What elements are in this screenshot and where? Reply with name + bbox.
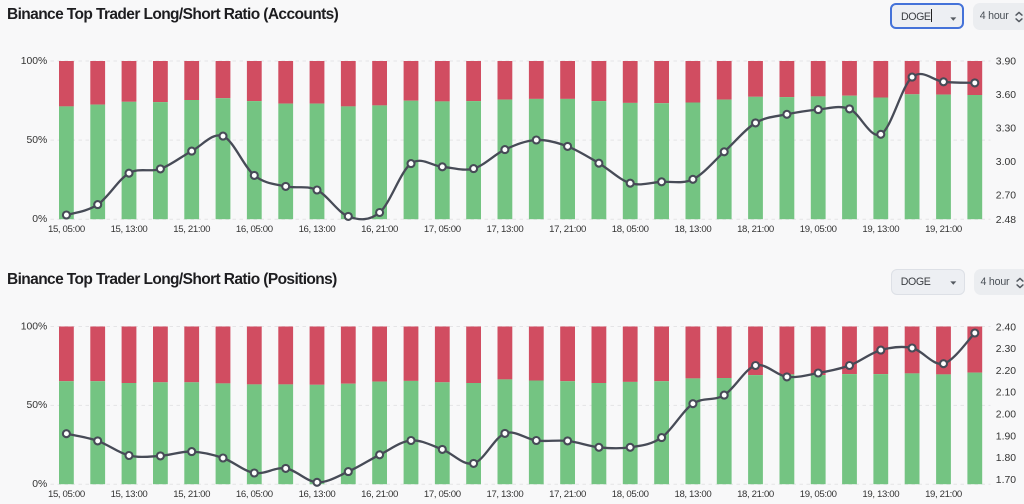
svg-text:17, 21:00: 17, 21:00 bbox=[549, 224, 586, 235]
svg-text:16, 21:00: 16, 21:00 bbox=[361, 224, 398, 235]
svg-text:100%: 100% bbox=[21, 56, 48, 67]
svg-text:50%: 50% bbox=[27, 135, 48, 146]
svg-text:2.70: 2.70 bbox=[996, 190, 1016, 201]
svg-text:19, 13:00: 19, 13:00 bbox=[862, 489, 899, 500]
svg-text:17, 05:00: 17, 05:00 bbox=[424, 489, 461, 500]
svg-text:3.90: 3.90 bbox=[996, 57, 1016, 68]
svg-text:16, 05:00: 16, 05:00 bbox=[236, 224, 273, 235]
svg-text:19, 21:00: 19, 21:00 bbox=[925, 489, 962, 500]
svg-text:18, 21:00: 18, 21:00 bbox=[737, 489, 774, 500]
svg-text:15, 13:00: 15, 13:00 bbox=[111, 224, 148, 235]
svg-text:3.00: 3.00 bbox=[996, 157, 1016, 168]
svg-text:2.10: 2.10 bbox=[996, 388, 1016, 399]
svg-text:16, 05:00: 16, 05:00 bbox=[236, 489, 273, 500]
svg-text:19, 05:00: 19, 05:00 bbox=[800, 489, 837, 500]
svg-text:15, 13:00: 15, 13:00 bbox=[111, 489, 148, 500]
svg-text:1.70: 1.70 bbox=[996, 475, 1016, 486]
svg-text:15, 05:00: 15, 05:00 bbox=[48, 224, 85, 235]
svg-text:2.20: 2.20 bbox=[996, 366, 1016, 377]
svg-text:2.30: 2.30 bbox=[996, 344, 1016, 355]
svg-text:100%: 100% bbox=[21, 321, 48, 332]
svg-text:1.90: 1.90 bbox=[996, 431, 1016, 442]
svg-text:17, 13:00: 17, 13:00 bbox=[486, 224, 523, 235]
svg-text:18, 05:00: 18, 05:00 bbox=[612, 224, 649, 235]
svg-text:19, 05:00: 19, 05:00 bbox=[800, 224, 837, 235]
svg-text:16, 13:00: 16, 13:00 bbox=[299, 489, 336, 500]
svg-text:15, 21:00: 15, 21:00 bbox=[173, 224, 210, 235]
svg-text:50%: 50% bbox=[27, 400, 48, 411]
svg-text:19, 21:00: 19, 21:00 bbox=[925, 224, 962, 235]
svg-text:17, 13:00: 17, 13:00 bbox=[486, 489, 523, 500]
svg-text:2.48: 2.48 bbox=[996, 215, 1016, 226]
svg-text:18, 13:00: 18, 13:00 bbox=[674, 224, 711, 235]
svg-text:17, 05:00: 17, 05:00 bbox=[424, 224, 461, 235]
svg-text:18, 13:00: 18, 13:00 bbox=[674, 489, 711, 500]
svg-text:19, 13:00: 19, 13:00 bbox=[862, 224, 899, 235]
svg-text:0%: 0% bbox=[32, 479, 47, 490]
svg-text:18, 21:00: 18, 21:00 bbox=[737, 224, 774, 235]
svg-text:16, 13:00: 16, 13:00 bbox=[299, 224, 336, 235]
svg-text:2.40: 2.40 bbox=[996, 322, 1016, 333]
svg-text:18, 05:00: 18, 05:00 bbox=[612, 489, 649, 500]
svg-text:15, 21:00: 15, 21:00 bbox=[173, 489, 210, 500]
svg-text:1.80: 1.80 bbox=[996, 453, 1016, 464]
svg-text:0%: 0% bbox=[32, 214, 47, 225]
svg-text:17, 21:00: 17, 21:00 bbox=[549, 489, 586, 500]
svg-text:2.00: 2.00 bbox=[996, 410, 1016, 421]
svg-text:3.60: 3.60 bbox=[996, 90, 1016, 101]
svg-text:15, 05:00: 15, 05:00 bbox=[48, 489, 85, 500]
svg-text:3.30: 3.30 bbox=[996, 123, 1016, 134]
svg-text:16, 21:00: 16, 21:00 bbox=[361, 489, 398, 500]
